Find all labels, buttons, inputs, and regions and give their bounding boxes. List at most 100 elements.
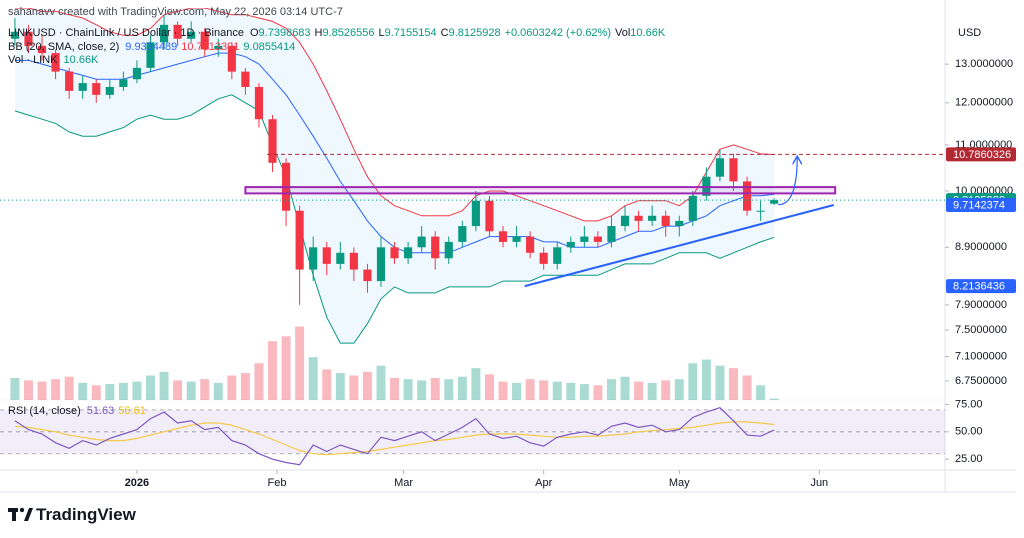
y-tick-label: 13.0000000 <box>955 58 1013 70</box>
candle-body <box>566 241 575 248</box>
candle-body <box>309 247 318 270</box>
candle-body <box>24 31 33 46</box>
candle-body <box>119 79 128 87</box>
candle-body <box>78 83 87 91</box>
symbol: LINKUSD · ChainLink / US Dollar · 1D · B… <box>8 27 244 39</box>
volume-bar <box>78 382 88 400</box>
volume-bar <box>457 376 467 400</box>
y-tick-label: 12.0000000 <box>955 97 1013 109</box>
candle-body <box>471 200 480 227</box>
candle-body <box>241 71 250 87</box>
x-tick-label: Jun <box>810 477 828 489</box>
volume-bar <box>647 382 657 400</box>
candle-body <box>770 200 779 204</box>
candle-body <box>254 86 264 120</box>
x-tick-label: Feb <box>268 477 287 489</box>
candle-body <box>404 247 413 259</box>
ohlc-prefix: H <box>314 27 323 39</box>
volume-bar <box>525 379 535 400</box>
volume-bar <box>173 380 183 400</box>
candle-body <box>715 158 725 177</box>
volume-bar <box>37 381 47 400</box>
candle-body <box>92 83 101 95</box>
trendline-end-label-bg <box>946 197 1016 212</box>
volume-bar <box>213 382 223 400</box>
y-tick-label: 7.1000000 <box>955 350 1007 362</box>
open-value: 9.7398683 <box>258 27 311 39</box>
rsi-legend: RSI (14, close) 51.63 56.61 <box>8 405 150 418</box>
volume-bar <box>701 359 711 400</box>
candle-body <box>322 247 331 264</box>
volume-bar <box>674 379 684 400</box>
volume-bar <box>227 375 237 400</box>
candle-body <box>661 215 670 227</box>
attribution: sahanavv created with TradingView.com, M… <box>8 6 343 18</box>
volume-bar <box>51 379 61 400</box>
x-tick-label: May <box>669 477 690 489</box>
y-tick-label: 7.5000000 <box>955 324 1007 336</box>
bb-upper-value: 10.7813391 <box>181 41 240 53</box>
bb-name: BB (20, SMA, close, 2) <box>8 41 120 53</box>
candle-body <box>688 195 697 221</box>
volume-bar <box>322 369 332 400</box>
volume-bar <box>376 365 386 400</box>
volume-bar <box>390 377 400 400</box>
rsi-ma-value: 56.61 <box>118 405 146 417</box>
candle-body <box>159 24 169 43</box>
low-value: 9.7155154 <box>384 27 437 39</box>
rsi-line <box>14 421 775 456</box>
arrow <box>778 157 797 206</box>
trendline-start-label: 8.2136436 <box>953 281 1005 293</box>
volume-bar <box>200 379 210 400</box>
candle-body <box>295 210 304 270</box>
candle-body <box>214 45 223 50</box>
volume-bar <box>335 373 345 400</box>
volume-bar <box>742 375 752 400</box>
candle-body <box>756 210 765 212</box>
volume-bar <box>715 365 725 400</box>
support-zone <box>244 186 837 195</box>
close-value: 9.8125928 <box>448 27 501 39</box>
volume-bar <box>146 375 155 400</box>
volume-bar <box>268 341 277 400</box>
volume-value: 10.66K <box>630 27 666 39</box>
bb-lower-value: 9.0855414 <box>243 41 296 53</box>
candle-body <box>593 236 602 242</box>
candle-body <box>132 67 142 80</box>
volume-bar <box>64 376 74 400</box>
brand: TradingView <box>36 505 136 524</box>
trendline-end-label: 9.7142374 <box>953 199 1005 211</box>
volume-bar <box>579 384 589 400</box>
candle-body <box>485 200 494 232</box>
volume-bar <box>552 381 562 400</box>
volume-bar <box>769 398 779 400</box>
candle-body <box>390 247 399 259</box>
ohlc-prefix: C <box>440 27 449 39</box>
volume-bar <box>105 384 115 400</box>
volume-bar <box>417 380 427 400</box>
candle-body <box>376 247 386 282</box>
resistance-label: 10.7860326 <box>953 149 1011 161</box>
candle-body <box>648 215 657 221</box>
volume-bar <box>240 373 250 400</box>
volume-bar <box>403 379 413 400</box>
candle-body <box>65 71 74 91</box>
candle-body <box>729 158 738 182</box>
candle-body <box>498 231 508 242</box>
volume-bar <box>539 380 549 400</box>
rsi-tick-label: 25.00 <box>955 453 983 465</box>
candle-body <box>227 45 236 72</box>
volume-bar <box>430 377 440 400</box>
rsi-value: 51.63 <box>86 405 115 417</box>
volume-bar <box>362 371 372 400</box>
resistance-label-bg <box>946 147 1016 162</box>
x-tick-label: Apr <box>535 477 552 489</box>
bb-line <box>14 94 775 344</box>
volume-bar <box>132 381 142 400</box>
volume-bar <box>484 374 494 400</box>
volume-bar <box>254 363 264 400</box>
candle-body <box>37 45 47 54</box>
bb-line <box>14 8 775 222</box>
volume-bar <box>471 368 481 400</box>
